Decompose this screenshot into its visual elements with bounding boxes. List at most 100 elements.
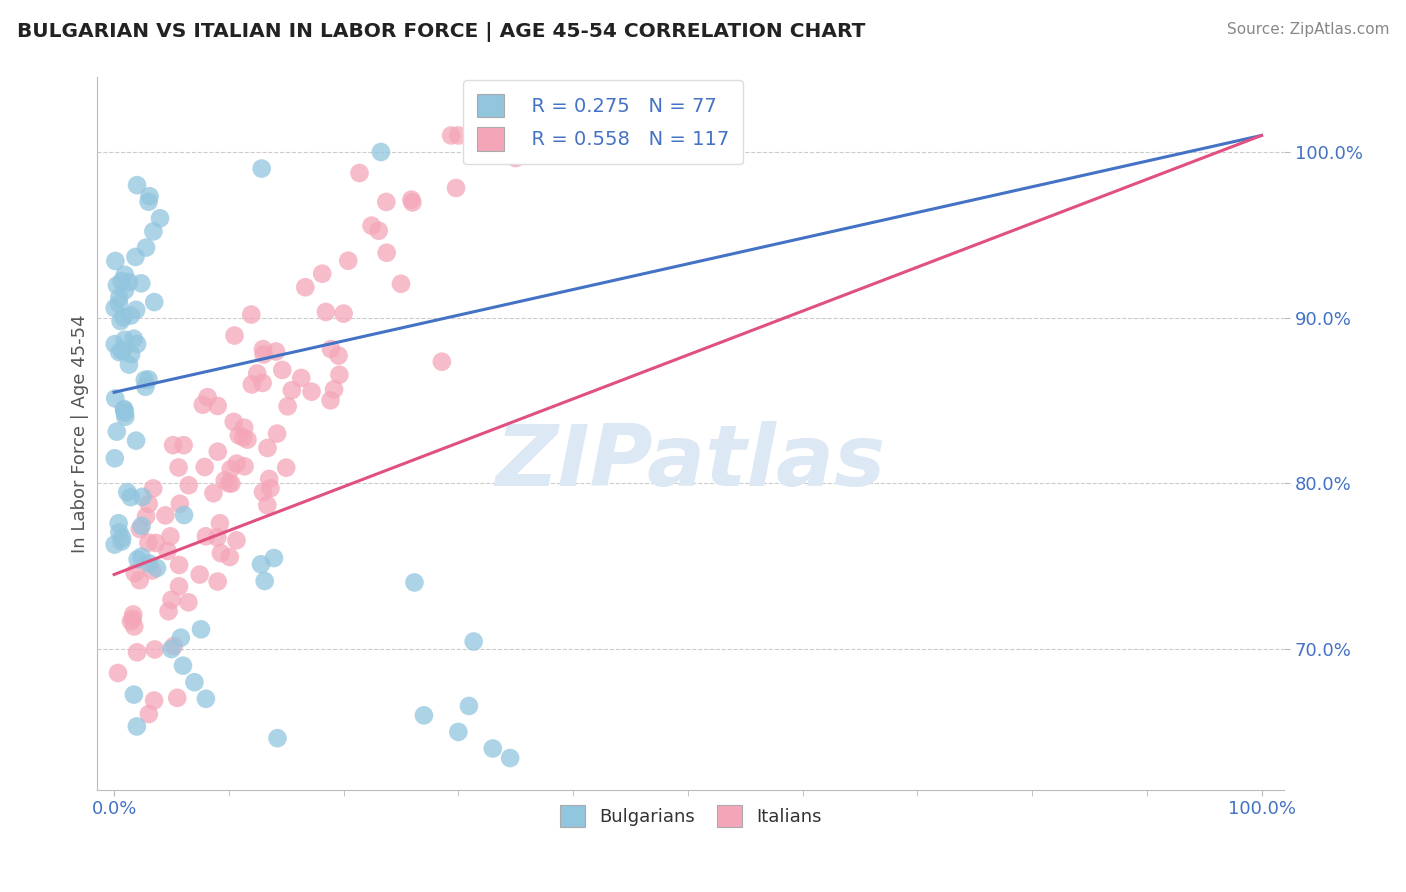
Point (240, 308, 263, 322)
Point (190, 622, 212, 636)
Point (332, 307, 354, 321)
Point (114, 333, 136, 347)
Point (252, 347, 274, 361)
Point (444, 181, 467, 195)
Point (208, 516, 231, 531)
Point (404, 575, 426, 590)
Point (221, 476, 243, 491)
Point (499, 751, 522, 765)
Point (104, 538, 127, 552)
Point (156, 544, 179, 558)
Point (120, 490, 142, 504)
Point (430, 354, 453, 368)
Point (143, 295, 166, 310)
Point (447, 128, 470, 143)
Point (277, 399, 299, 413)
Point (110, 314, 132, 328)
Point (562, 128, 585, 143)
Point (125, 645, 148, 659)
Point (167, 579, 190, 593)
Point (256, 441, 278, 455)
Point (112, 310, 135, 325)
Point (256, 498, 278, 512)
Point (163, 639, 186, 653)
Point (360, 219, 382, 233)
Point (218, 550, 240, 565)
Point (194, 460, 217, 475)
Point (349, 166, 371, 180)
Point (401, 195, 423, 210)
Point (281, 384, 304, 398)
Point (114, 283, 136, 297)
Point (124, 250, 146, 264)
Point (177, 478, 200, 492)
Point (170, 631, 193, 645)
Point (105, 425, 128, 439)
Point (225, 457, 247, 471)
Point (111, 534, 134, 549)
Point (114, 268, 136, 282)
Point (177, 595, 200, 609)
Point (389, 277, 412, 291)
Text: ZIPatlas: ZIPatlas (495, 421, 886, 504)
Point (209, 546, 232, 560)
Point (120, 347, 142, 361)
Point (125, 434, 148, 448)
Point (114, 409, 136, 424)
Point (134, 373, 156, 387)
Point (214, 474, 236, 488)
Point (240, 377, 263, 392)
Point (183, 675, 205, 690)
Point (612, 128, 634, 143)
Point (122, 619, 145, 633)
Point (578, 128, 600, 143)
Point (311, 267, 333, 281)
Point (197, 390, 219, 404)
Point (233, 459, 256, 474)
Point (120, 614, 142, 628)
Point (259, 481, 281, 495)
Point (194, 529, 217, 543)
Point (498, 128, 520, 143)
Point (257, 472, 280, 486)
Point (375, 245, 398, 260)
Point (276, 460, 298, 475)
Point (122, 332, 145, 346)
Point (131, 518, 153, 533)
Point (676, 128, 699, 143)
Point (108, 290, 131, 304)
Point (162, 438, 184, 452)
Point (111, 343, 134, 358)
Point (104, 254, 127, 268)
Point (228, 428, 250, 442)
Point (131, 490, 153, 504)
Point (127, 552, 149, 566)
Point (252, 485, 274, 500)
Point (323, 383, 346, 397)
Point (120, 309, 142, 323)
Point (173, 508, 195, 522)
Point (447, 725, 470, 739)
Point (541, 128, 564, 143)
Point (128, 522, 150, 536)
Point (122, 607, 145, 622)
Point (413, 708, 436, 723)
Point (166, 690, 188, 705)
Point (468, 145, 491, 160)
Point (124, 566, 146, 581)
Point (111, 531, 134, 545)
Point (108, 297, 131, 311)
Point (155, 508, 177, 523)
Y-axis label: In Labor Force | Age 45-54: In Labor Force | Age 45-54 (72, 314, 89, 553)
Point (127, 337, 149, 351)
Point (172, 658, 194, 673)
Point (112, 402, 135, 417)
Point (207, 399, 229, 413)
Point (219, 462, 242, 476)
Point (290, 371, 312, 385)
Point (301, 384, 323, 399)
Point (138, 189, 160, 203)
Point (225, 533, 247, 548)
Point (554, 128, 576, 143)
Point (173, 438, 195, 452)
